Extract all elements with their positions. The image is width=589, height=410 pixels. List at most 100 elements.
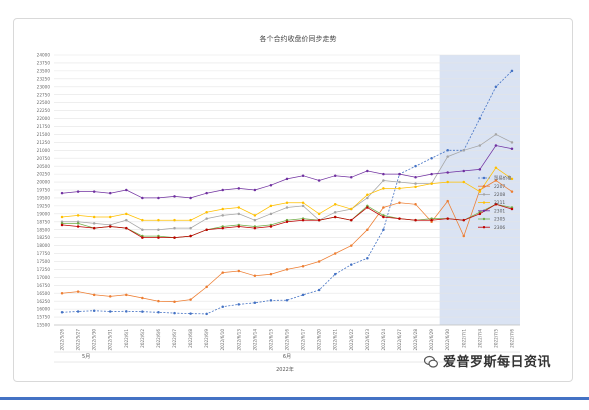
data-point: [60, 291, 64, 295]
data-point: [205, 312, 208, 316]
data-point: [173, 218, 176, 222]
data-point: [141, 310, 144, 313]
y-tick-label: 20250: [37, 172, 51, 177]
legend-marker: [482, 185, 486, 188]
x-tick-label: 2022/6/20: [317, 329, 322, 351]
data-point: [253, 188, 257, 192]
data-point: [205, 191, 208, 195]
data-point: [398, 187, 401, 190]
watermark-text: 爱普罗斯每日资讯: [443, 355, 552, 370]
data-point: [333, 210, 337, 214]
data-point: [269, 204, 273, 208]
data-point: [76, 310, 80, 313]
x-tick-label: 2022/7/4: [477, 329, 482, 348]
data-point: [366, 196, 369, 200]
data-point: [350, 218, 353, 222]
data-point: [510, 207, 514, 211]
data-point: [173, 300, 176, 304]
data-point: [350, 244, 353, 247]
data-point: [462, 218, 466, 222]
data-point: [430, 182, 433, 185]
data-point: [301, 201, 305, 204]
data-point: [237, 212, 241, 216]
data-point: [189, 312, 192, 315]
data-point: [269, 212, 273, 216]
data-point: [494, 166, 498, 170]
y-tick-label: 21750: [37, 124, 51, 129]
data-point: [141, 236, 144, 239]
data-point: [221, 207, 224, 211]
data-point: [446, 149, 449, 152]
data-point: [173, 311, 176, 315]
data-point: [205, 217, 208, 220]
x-tick-label: 2022/6/30: [445, 329, 450, 351]
data-point: [285, 298, 289, 302]
data-point: [205, 285, 208, 289]
data-point: [510, 69, 514, 73]
x-tick-label: 2022/7/5: [493, 329, 498, 348]
data-point: [189, 298, 192, 301]
x-tick-label: 2022/7/6: [509, 329, 514, 348]
x-tick-label: 2022/6/7: [172, 329, 177, 348]
y-tick-label: 22500: [37, 100, 51, 105]
data-point: [317, 218, 321, 222]
data-point: [382, 179, 385, 182]
data-point: [494, 144, 498, 147]
year-label: 2022年: [276, 366, 294, 373]
data-point: [157, 228, 160, 231]
data-point: [237, 269, 241, 273]
data-point: [285, 206, 289, 209]
y-tick-label: 21500: [37, 132, 51, 137]
data-point: [92, 215, 96, 219]
y-tick-label: 17750: [37, 251, 51, 256]
data-point: [317, 260, 321, 263]
y-tick-label: 19500: [37, 196, 51, 201]
y-tick-label: 20750: [37, 156, 51, 161]
data-point: [125, 188, 128, 192]
series-line: [61, 70, 513, 315]
legend-label: 2301: [494, 208, 505, 214]
wechat-icon: [423, 354, 438, 368]
x-tick-label: 2022/6/17: [301, 329, 306, 351]
data-point: [430, 218, 433, 222]
data-point: [60, 215, 64, 219]
data-point: [398, 172, 401, 176]
data-point: [366, 257, 369, 260]
legend-label: 2305: [494, 217, 505, 223]
y-tick-label: 19000: [37, 211, 51, 216]
legend-label: 2207: [494, 184, 505, 190]
legend-label: 2208: [494, 192, 505, 198]
data-point: [333, 174, 337, 177]
data-point: [237, 187, 241, 190]
data-point: [414, 164, 417, 168]
data-point: [398, 217, 401, 220]
x-tick-label: 2022/6/27: [397, 329, 402, 351]
y-tick-label: 18500: [37, 227, 51, 232]
y-tick-label: 19750: [37, 188, 51, 193]
y-tick-label: 19250: [37, 203, 51, 208]
data-point: [60, 311, 64, 314]
data-point: [125, 310, 128, 313]
data-point: [253, 214, 257, 217]
x-tick-label: 2022/6/10: [220, 329, 225, 351]
data-point: [478, 117, 482, 120]
data-point: [173, 236, 176, 239]
data-point: [382, 206, 385, 209]
data-point: [157, 196, 160, 200]
data-point: [430, 156, 433, 160]
data-point: [221, 305, 224, 308]
data-point: [285, 201, 289, 204]
y-tick-label: 22250: [37, 108, 51, 113]
legend-marker: [482, 226, 486, 229]
y-tick-label: 18250: [37, 235, 51, 240]
data-point: [108, 215, 112, 219]
y-tick-label: 22750: [37, 92, 51, 97]
y-tick-label: 16500: [37, 291, 51, 296]
data-point: [269, 299, 273, 302]
data-point: [189, 196, 192, 200]
data-point: [333, 215, 337, 219]
data-point: [494, 85, 498, 89]
y-tick-label: 18750: [37, 219, 51, 224]
y-tick-label: 20500: [37, 164, 51, 169]
data-point: [205, 228, 208, 231]
